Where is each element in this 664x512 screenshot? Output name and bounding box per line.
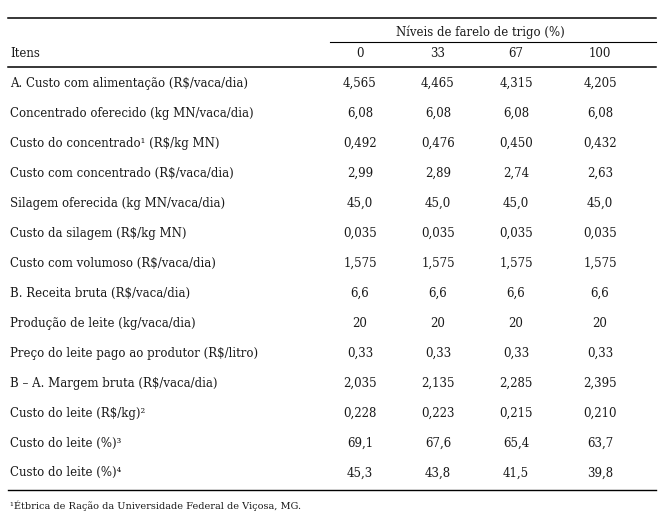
Text: 6,08: 6,08	[587, 107, 613, 120]
Text: 4,205: 4,205	[583, 77, 617, 90]
Text: 45,0: 45,0	[347, 197, 373, 210]
Text: 6,08: 6,08	[503, 107, 529, 120]
Text: 6,6: 6,6	[590, 287, 610, 300]
Text: 4,465: 4,465	[421, 77, 455, 90]
Text: 2,63: 2,63	[587, 167, 613, 180]
Text: 65,4: 65,4	[503, 437, 529, 450]
Text: Produção de leite (kg/vaca/dia): Produção de leite (kg/vaca/dia)	[10, 317, 196, 330]
Text: 0,223: 0,223	[421, 407, 455, 419]
Text: 67: 67	[509, 47, 523, 60]
Text: 0,33: 0,33	[587, 347, 613, 359]
Text: 0,33: 0,33	[347, 347, 373, 359]
Text: 2,395: 2,395	[583, 377, 617, 390]
Text: 1,575: 1,575	[343, 257, 376, 270]
Text: 6,6: 6,6	[507, 287, 525, 300]
Text: Custo com concentrado (R$/vaca/dia): Custo com concentrado (R$/vaca/dia)	[10, 167, 234, 180]
Text: 0: 0	[357, 47, 364, 60]
Text: ¹Étbrica de Ração da Universidade Federal de Viçosa, MG.: ¹Étbrica de Ração da Universidade Federa…	[10, 501, 301, 511]
Text: Custo do leite (%)³: Custo do leite (%)³	[10, 437, 122, 450]
Text: 45,0: 45,0	[587, 197, 613, 210]
Text: Silagem oferecida (kg MN/vaca/dia): Silagem oferecida (kg MN/vaca/dia)	[10, 197, 225, 210]
Text: Custo do leite (%)⁴: Custo do leite (%)⁴	[10, 466, 122, 479]
Text: 2,74: 2,74	[503, 167, 529, 180]
Text: B. Receita bruta (R$/vaca/dia): B. Receita bruta (R$/vaca/dia)	[10, 287, 190, 300]
Text: 4,315: 4,315	[499, 77, 533, 90]
Text: Níveis de farelo de trigo (%): Níveis de farelo de trigo (%)	[396, 25, 564, 38]
Text: 69,1: 69,1	[347, 437, 373, 450]
Text: 2,89: 2,89	[425, 167, 451, 180]
Text: Custo com volumoso (R$/vaca/dia): Custo com volumoso (R$/vaca/dia)	[10, 257, 216, 270]
Text: 4,565: 4,565	[343, 77, 377, 90]
Text: 0,035: 0,035	[499, 227, 533, 240]
Text: 63,7: 63,7	[587, 437, 613, 450]
Text: 1,575: 1,575	[583, 257, 617, 270]
Text: 0,035: 0,035	[343, 227, 377, 240]
Text: 0,035: 0,035	[421, 227, 455, 240]
Text: 0,476: 0,476	[421, 137, 455, 150]
Text: 6,08: 6,08	[425, 107, 451, 120]
Text: 20: 20	[509, 317, 523, 330]
Text: 6,6: 6,6	[429, 287, 448, 300]
Text: 45,0: 45,0	[503, 197, 529, 210]
Text: Custo do concentrado¹ (R$/kg MN): Custo do concentrado¹ (R$/kg MN)	[10, 137, 220, 150]
Text: 100: 100	[589, 47, 611, 60]
Text: 45,0: 45,0	[425, 197, 451, 210]
Text: 33: 33	[430, 47, 446, 60]
Text: 0,210: 0,210	[583, 407, 617, 419]
Text: 20: 20	[353, 317, 367, 330]
Text: B – A. Margem bruta (R$/vaca/dia): B – A. Margem bruta (R$/vaca/dia)	[10, 377, 218, 390]
Text: Itens: Itens	[10, 47, 40, 60]
Text: Concentrado oferecido (kg MN/vaca/dia): Concentrado oferecido (kg MN/vaca/dia)	[10, 107, 254, 120]
Text: 0,432: 0,432	[583, 137, 617, 150]
Text: Custo do leite (R$/kg)²: Custo do leite (R$/kg)²	[10, 407, 145, 419]
Text: 2,285: 2,285	[499, 377, 533, 390]
Text: 6,08: 6,08	[347, 107, 373, 120]
Text: 0,33: 0,33	[503, 347, 529, 359]
Text: 0,33: 0,33	[425, 347, 451, 359]
Text: 1,575: 1,575	[421, 257, 455, 270]
Text: 41,5: 41,5	[503, 466, 529, 479]
Text: 6,6: 6,6	[351, 287, 369, 300]
Text: 0,492: 0,492	[343, 137, 376, 150]
Text: 1,575: 1,575	[499, 257, 533, 270]
Text: 0,215: 0,215	[499, 407, 533, 419]
Text: 0,450: 0,450	[499, 137, 533, 150]
Text: 43,8: 43,8	[425, 466, 451, 479]
Text: 67,6: 67,6	[425, 437, 451, 450]
Text: 2,135: 2,135	[421, 377, 455, 390]
Text: 0,035: 0,035	[583, 227, 617, 240]
Text: Preço do leite pago ao produtor (R$/litro): Preço do leite pago ao produtor (R$/litr…	[10, 347, 258, 359]
Text: 2,99: 2,99	[347, 167, 373, 180]
Text: 20: 20	[592, 317, 608, 330]
Text: 2,035: 2,035	[343, 377, 376, 390]
Text: 0,228: 0,228	[343, 407, 376, 419]
Text: Custo da silagem (R$/kg MN): Custo da silagem (R$/kg MN)	[10, 227, 187, 240]
Text: 39,8: 39,8	[587, 466, 613, 479]
Text: 20: 20	[430, 317, 446, 330]
Text: 45,3: 45,3	[347, 466, 373, 479]
Text: A. Custo com alimentação (R$/vaca/dia): A. Custo com alimentação (R$/vaca/dia)	[10, 77, 248, 90]
